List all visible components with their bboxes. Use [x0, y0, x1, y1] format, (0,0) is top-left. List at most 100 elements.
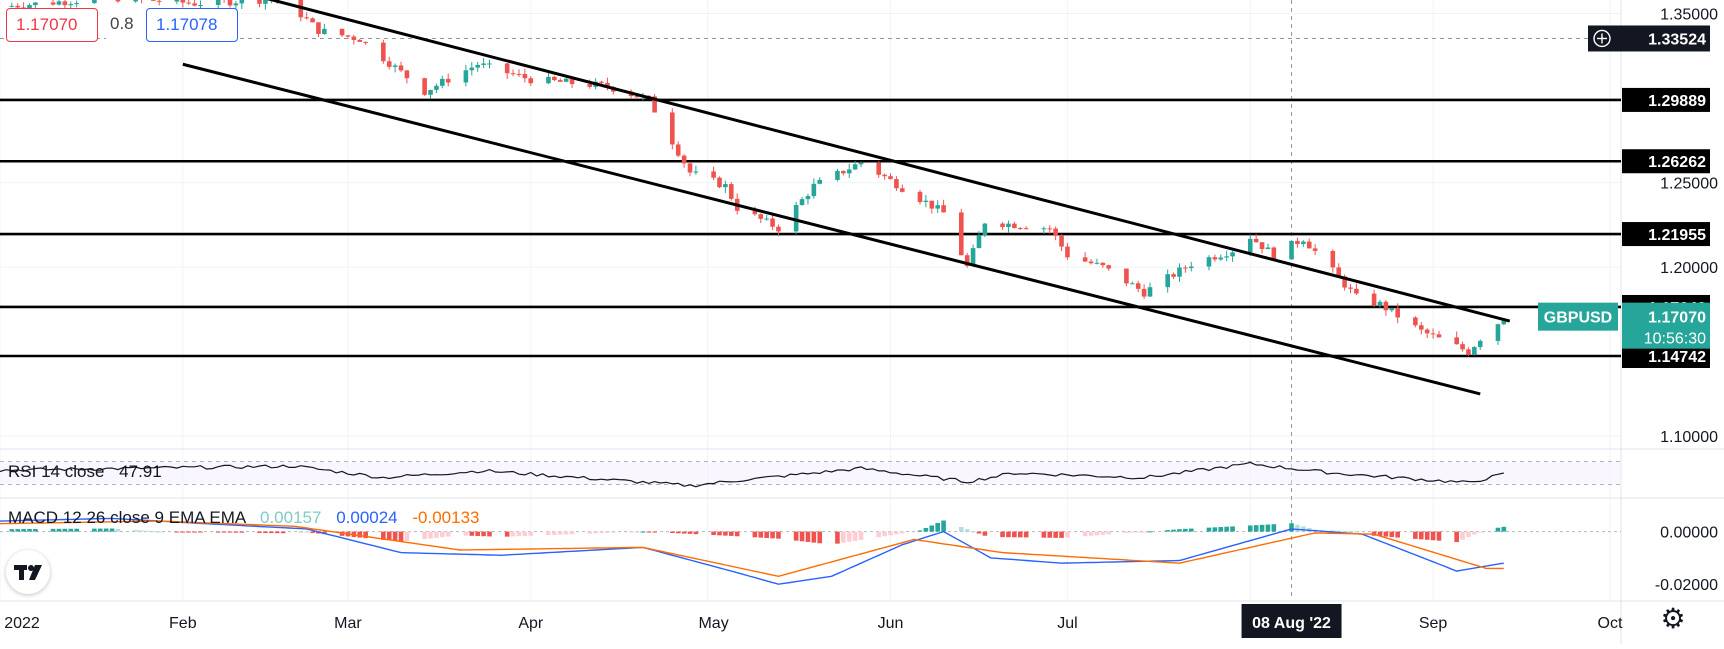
candle-136 — [1130, 281, 1135, 284]
macd-histogram-bar-115 — [959, 527, 964, 532]
macd-histogram-bar-60 — [505, 532, 510, 537]
candle-99 — [817, 177, 822, 184]
candle-body — [1289, 241, 1294, 259]
candle-body — [806, 196, 811, 199]
candle-172 — [1425, 328, 1430, 338]
macd-histogram-bar-72 — [599, 532, 604, 534]
macd-histogram-bar-125 — [1042, 532, 1047, 538]
candle-171 — [1419, 322, 1424, 334]
candle-body — [186, 3, 191, 4]
candle-58 — [481, 58, 486, 68]
candle-167 — [1384, 300, 1389, 316]
macd-histogram-bar-51 — [428, 532, 433, 539]
channel-line-lower[interactable] — [183, 64, 1480, 394]
macd-histogram-bar-145 — [1207, 528, 1212, 532]
candle-153 — [1266, 244, 1271, 249]
candle-157 — [1301, 240, 1306, 247]
macd-histogram-bar-9 — [74, 529, 79, 532]
candle-164 — [1354, 283, 1359, 294]
candle-15 — [133, 0, 138, 3]
macd-histogram-bar-168 — [1389, 532, 1394, 538]
macd-legend[interactable]: MACD 12 26 close 9 EMA EMA 0.00157 0.000… — [8, 508, 480, 528]
macd-histogram-bar-120 — [1000, 532, 1005, 538]
candle-100 — [835, 169, 840, 182]
candle-body — [894, 179, 899, 188]
gear-icon[interactable]: ⚙ — [1656, 602, 1690, 636]
candle-31 — [263, 0, 268, 10]
candle-111 — [924, 195, 929, 207]
ask-price[interactable]: 1.17078 — [146, 8, 238, 42]
candle-48 — [399, 62, 404, 72]
candle-128 — [1059, 234, 1064, 251]
candle-body — [1213, 257, 1218, 259]
candle-113 — [935, 200, 940, 213]
candle-body — [475, 65, 480, 68]
candle-body — [1384, 302, 1389, 310]
macd-histogram-bar-35 — [298, 532, 303, 533]
candle-body — [1000, 224, 1005, 227]
candle-body — [1083, 257, 1088, 261]
macd-histogram-bar-148 — [1224, 527, 1229, 532]
macd-histogram-bar-162 — [1342, 531, 1347, 532]
candle-body — [1101, 263, 1106, 265]
candle-178 — [1472, 346, 1477, 355]
candle-body — [1389, 308, 1394, 310]
candle-143 — [1183, 265, 1188, 273]
macd-histogram-bar-14 — [116, 529, 121, 532]
macd-histogram-bar-107 — [888, 532, 893, 536]
macd-histogram-bar-113 — [935, 523, 940, 532]
rsi-legend[interactable]: RSI 14 close 47.91 — [8, 462, 162, 482]
candle-119 — [983, 223, 988, 237]
candle-85 — [711, 167, 716, 180]
candle-body — [517, 74, 522, 75]
time-tick-5: Jun — [878, 615, 904, 632]
candle-body — [1331, 251, 1336, 267]
candle-body — [764, 219, 769, 220]
candle-body — [1295, 241, 1300, 244]
macd-histogram-bar-50 — [422, 532, 427, 539]
macd-histogram-bar-19 — [157, 532, 162, 533]
macd-histogram-bar-104 — [859, 532, 864, 540]
macd-histogram-bar-24 — [198, 532, 203, 533]
candle-30 — [257, 0, 262, 7]
macd-histogram-bar-153 — [1266, 525, 1271, 532]
macd-histogram-bar-102 — [847, 532, 852, 542]
macd-line — [0, 518, 1504, 584]
candle-21 — [181, 0, 186, 8]
candle-63 — [523, 69, 528, 83]
macd-histogram-bar-1 — [15, 529, 20, 531]
macd-histogram-bar-123 — [1018, 532, 1023, 538]
candle-body — [428, 90, 433, 95]
candle-body — [234, 3, 239, 5]
macd-histogram-bar-163 — [1348, 531, 1353, 532]
time-tick-2: Mar — [334, 615, 362, 632]
macd-histogram-bar-5 — [51, 529, 56, 532]
candle-146 — [1213, 255, 1218, 262]
candle-body — [257, 0, 262, 4]
candle-body — [469, 68, 474, 71]
candle-body — [304, 17, 309, 18]
macd-histogram-bar-133 — [1101, 532, 1106, 535]
candle-body — [558, 80, 563, 82]
macd-histogram-bar-136 — [1130, 532, 1135, 533]
macd-histogram-bar-98 — [812, 532, 817, 543]
price-tick-2: 1.20000 — [1660, 260, 1718, 277]
bid-price[interactable]: 1.17070 — [6, 8, 98, 42]
candle-body — [983, 224, 988, 236]
candle-35 — [298, 0, 303, 21]
macd-histogram-bar-127 — [1053, 532, 1058, 538]
candle-body — [882, 175, 887, 176]
time-tick-4: May — [698, 615, 728, 632]
macd-histogram-bar-86 — [717, 532, 722, 536]
macd-histogram-bar-28 — [234, 532, 239, 533]
macd-histogram-bar-152 — [1260, 525, 1265, 532]
candle-140 — [1165, 269, 1170, 292]
candle-142 — [1177, 263, 1182, 282]
candle-80 — [670, 108, 675, 149]
candle-82 — [682, 154, 687, 167]
candle-body — [812, 184, 817, 196]
candle-16 — [139, 0, 144, 3]
tradingview-logo-icon[interactable] — [6, 550, 50, 594]
